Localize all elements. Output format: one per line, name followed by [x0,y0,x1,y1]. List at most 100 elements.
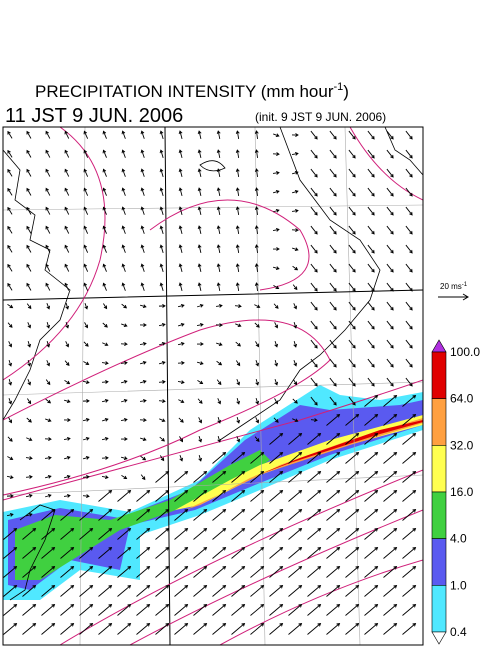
wind-arrow [60,546,75,559]
wind-arrow [216,225,221,235]
wind-arrow [6,494,14,498]
wind-arrow [273,285,280,290]
wind-arrow [288,451,303,464]
colorbar-label: 64.0 [450,392,474,406]
wind-arrow [6,475,14,480]
wind-arrow [307,622,322,635]
wind-arrow [216,379,222,386]
wind-arrow [41,603,56,616]
wind-arrow [158,341,166,346]
wind-arrow [140,455,147,461]
wind-arrow [310,244,318,254]
wind-arrow [82,475,90,479]
wind-arrow [310,339,318,349]
wind-arrow [250,546,265,559]
wind-arrow [140,437,147,442]
wind-arrow [139,360,147,365]
wind-arrow [367,225,375,235]
wind-arrow [250,622,265,635]
wind-arrow [269,603,284,616]
wind-arrow [155,546,170,559]
wind-arrow [117,584,132,597]
wind-arrow [102,149,107,158]
wind-arrow [402,565,417,578]
wind-arrow [27,398,32,405]
wind-arrow [8,398,13,405]
wind-arrow [307,489,322,502]
wind-arrow [44,437,52,441]
wind-arrow [174,622,189,635]
wind-arrow [250,508,265,521]
wind-arrow [26,130,32,139]
wind-arrow [367,301,375,311]
wind-arrow [60,584,75,597]
wind-arrow [98,622,113,635]
wind-arrow [345,527,360,540]
wind-arrow [193,527,208,540]
wind-arrow [22,622,37,635]
wind-arrow [329,225,337,235]
wind-arrow [288,546,303,559]
wind-arrow [383,508,398,521]
wind-arrow [212,451,227,464]
wind-arrow [41,584,56,597]
wind-arrow [83,282,89,291]
wind-scale-arrow [438,293,469,301]
wind-arrow [121,130,126,139]
wind-arrow [383,413,398,426]
wind-arrow [250,470,265,483]
wind-arrow [46,360,51,367]
wind-arrow [117,546,132,559]
coastline [3,127,423,601]
wind-arrow [367,320,375,330]
wind-arrow [25,456,33,461]
colorbar-over [431,339,447,353]
wind-arrow [216,244,221,254]
wind-arrow [83,341,89,347]
wind-arrow [292,398,298,404]
wind-arrow [136,622,151,635]
wind-arrow [179,455,184,462]
wind-arrow [178,130,183,139]
wind-arrow [235,323,242,328]
wind-arrow [364,603,379,616]
wind-arrow [121,206,126,215]
wind-arrow [140,206,145,215]
wind-arrow [64,360,70,366]
wind-arrow [102,225,107,234]
wind-arrow [63,418,71,422]
wind-arrow [7,130,13,139]
wind-arrow [217,416,222,424]
wind-arrow [7,436,13,442]
wind-arrow [41,508,56,521]
wind-arrow [174,470,189,483]
wind-arrow [82,417,90,422]
wind-arrow [140,168,145,177]
wind-arrow [27,359,32,367]
wind-arrow [83,130,89,139]
wind-arrow [140,263,145,272]
wind-arrow [383,565,398,578]
wind-arrow [307,451,322,464]
wind-arrow [26,417,32,423]
wind-arrow [288,432,303,445]
wind-arrow [326,565,341,578]
wind-arrow [44,493,52,498]
wind-arrow [25,475,33,479]
wind-arrow [101,361,109,366]
wind-arrow [120,342,128,346]
wind-arrow [216,130,221,140]
wind-arrow [79,508,94,521]
colorbar: 100.0 64.0 32.0 16.0 4.0 1.0 0.4 [431,339,480,645]
wind-arrow [329,168,337,178]
wind-arrow [159,244,164,253]
wind-arrow [231,584,246,597]
wind-arrow [22,546,37,559]
wind-arrow [7,206,13,215]
wind-arrow [215,323,223,327]
wind-arrow [235,225,240,235]
title: PRECIPITATION INTENSITY (mm hour-1) [35,81,349,101]
wind-arrow [405,187,413,197]
wind-arrow [63,455,71,460]
wind-arrow [255,360,260,367]
